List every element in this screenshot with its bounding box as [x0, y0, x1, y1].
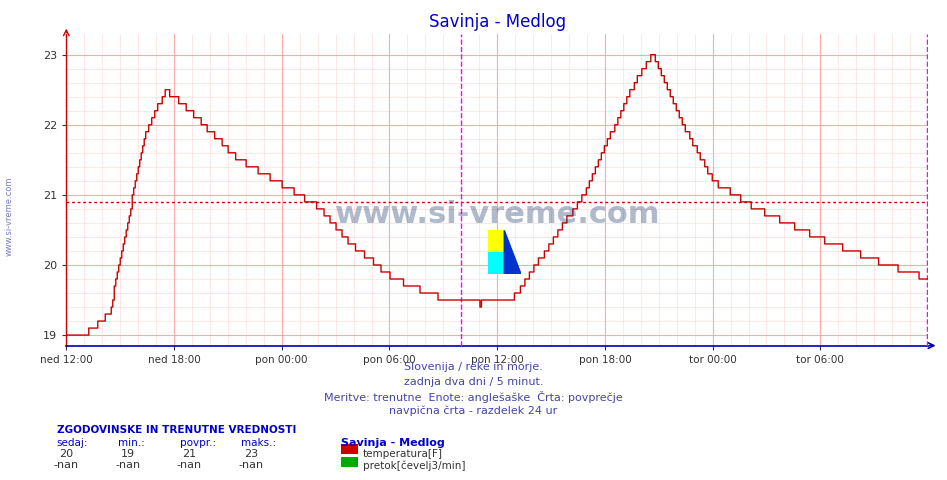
Polygon shape — [505, 230, 521, 274]
Text: -nan: -nan — [177, 460, 202, 470]
Text: -nan: -nan — [116, 460, 140, 470]
Text: -nan: -nan — [239, 460, 263, 470]
Text: -nan: -nan — [54, 460, 79, 470]
Text: Meritve: trenutne  Enote: anglešaške  Črta: povprečje: Meritve: trenutne Enote: anglešaške Črta… — [324, 391, 623, 403]
Text: maks.:: maks.: — [241, 438, 277, 448]
Text: 21: 21 — [183, 449, 196, 459]
Text: sedaj:: sedaj: — [57, 438, 88, 448]
Text: zadnja dva dni / 5 minut.: zadnja dva dni / 5 minut. — [403, 377, 544, 387]
Title: Savinja - Medlog: Savinja - Medlog — [429, 12, 565, 31]
Text: www.si-vreme.com: www.si-vreme.com — [5, 176, 14, 256]
Text: navpična črta - razdelek 24 ur: navpična črta - razdelek 24 ur — [389, 406, 558, 416]
Text: ZGODOVINSKE IN TRENUTNE VREDNOSTI: ZGODOVINSKE IN TRENUTNE VREDNOSTI — [57, 425, 296, 435]
Text: pretok[čevelj3/min]: pretok[čevelj3/min] — [363, 461, 465, 471]
Text: min.:: min.: — [118, 438, 145, 448]
Text: povpr.:: povpr.: — [180, 438, 216, 448]
Text: 19: 19 — [121, 449, 134, 459]
Bar — [488, 230, 505, 252]
Polygon shape — [488, 252, 505, 274]
Text: 20: 20 — [60, 449, 73, 459]
Text: 23: 23 — [244, 449, 258, 459]
Text: www.si-vreme.com: www.si-vreme.com — [334, 200, 660, 229]
Text: temperatura[F]: temperatura[F] — [363, 449, 442, 459]
Text: Slovenija / reke in morje.: Slovenija / reke in morje. — [404, 362, 543, 372]
Text: Savinja - Medlog: Savinja - Medlog — [341, 438, 445, 448]
